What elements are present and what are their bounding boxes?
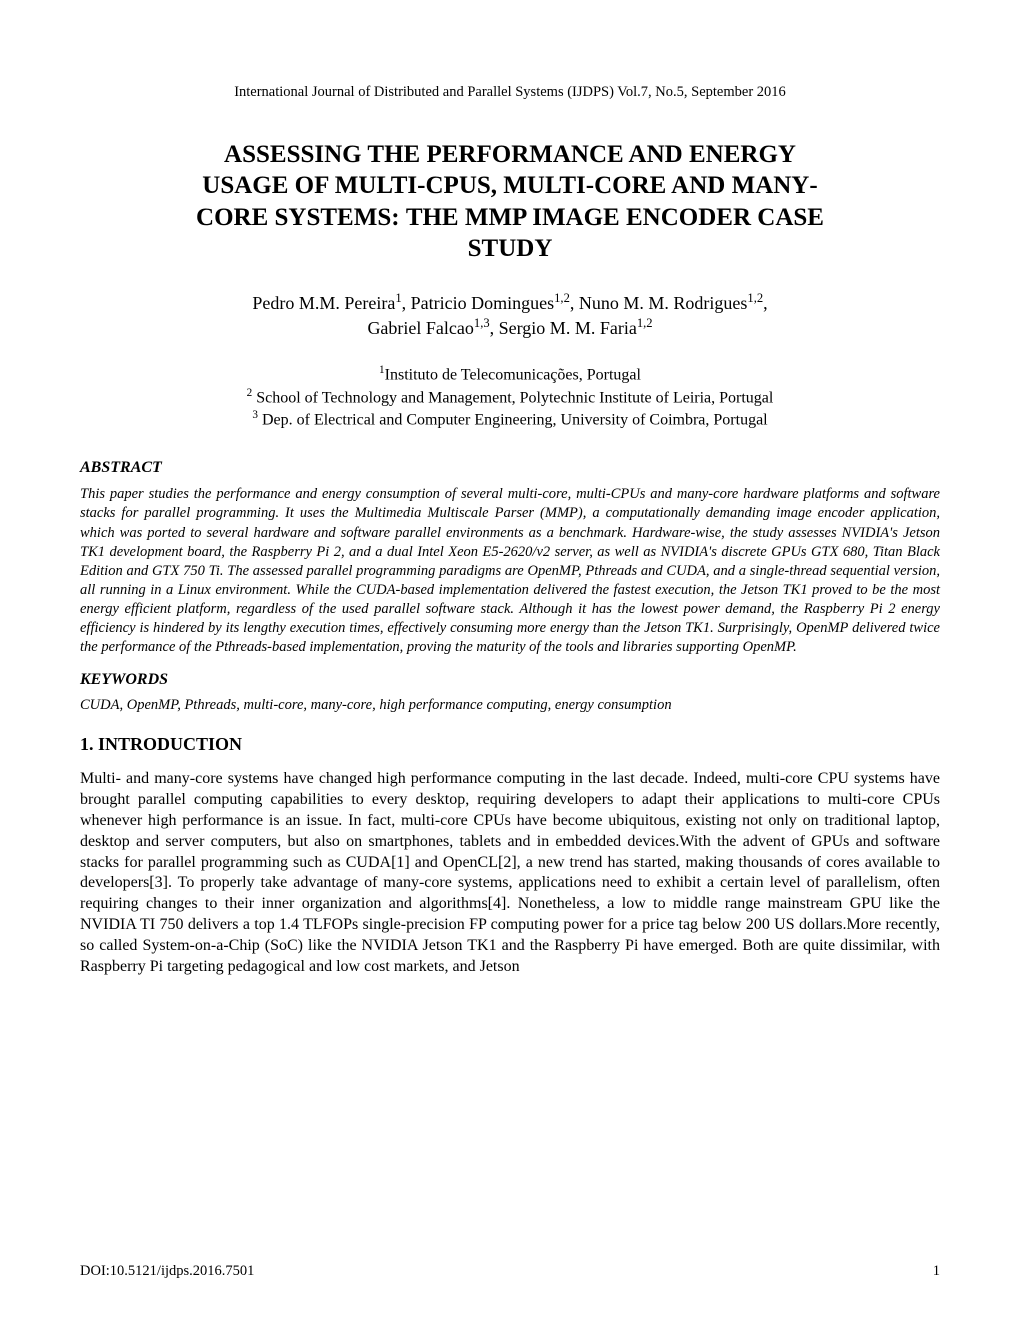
keywords-text: CUDA, OpenMP, Pthreads, multi-core, many… — [80, 697, 940, 714]
title-frag: SAGE OF — [220, 172, 334, 199]
title-frag: MMP I — [465, 204, 542, 231]
author-name: , Patricio Domingues — [402, 293, 554, 313]
authors: Pedro M.M. Pereira1, Patricio Domingues1… — [80, 290, 940, 341]
title-frag: - — [809, 172, 817, 199]
page-number: 1 — [933, 1263, 940, 1280]
doi: DOI:10.5121/ijdps.2016.7501 — [80, 1263, 254, 1280]
title-frag: NERGY — [706, 141, 796, 168]
title-frag: E — [689, 141, 706, 168]
page: International Journal of Distributed and… — [0, 0, 1020, 1320]
title-frag: SSESSING THE — [242, 141, 426, 168]
title-frag: S — [477, 172, 491, 199]
author-affil-ref: 1,2 — [637, 316, 653, 330]
title-frag: ULTI — [358, 172, 417, 199]
title-frag: , M — [491, 172, 527, 199]
author-affil-ref: 1,2 — [554, 291, 570, 305]
title-frag: S — [275, 204, 289, 231]
title-frag: C — [757, 204, 775, 231]
author-name: , Sergio M. M. Faria — [490, 318, 637, 338]
affiliation: Dep. of Electrical and Computer Engineer… — [258, 412, 768, 429]
title-frag: ULTI — [527, 172, 586, 199]
author-name: Pedro M.M. Pereira — [252, 293, 395, 313]
title-frag: M — [732, 172, 756, 199]
affiliations: 1Instituto de Telecomunicações, Portugal… — [80, 363, 940, 432]
introduction-body: Multi- and many-core systems have change… — [80, 769, 940, 977]
title-frag: ERFORMANCE AND — [442, 141, 689, 168]
author-name: Gabriel Falcao — [367, 318, 473, 338]
title-frag: U — [202, 172, 220, 199]
title-frag: -CPU — [417, 172, 477, 199]
section-heading-introduction: 1. INTRODUCTION — [80, 734, 940, 755]
author-affil-ref: 1,3 — [474, 316, 490, 330]
author-affil-ref: 1,2 — [747, 291, 763, 305]
title-frag: A — [224, 141, 242, 168]
title-frag: : — [391, 204, 406, 231]
title-frag: ANY — [755, 172, 809, 199]
heading-frag: EYWORDS — [91, 671, 168, 688]
title-frag: MAGE — [542, 204, 626, 231]
title-frag: NCODER — [643, 204, 758, 231]
title-frag: THE — [406, 204, 465, 231]
title-frag: YSTEMS — [288, 204, 391, 231]
paper-title: ASSESSING THE PERFORMANCE AND ENERGY USA… — [80, 139, 940, 264]
running-header: International Journal of Distributed and… — [80, 84, 940, 101]
heading-frag: K — [80, 671, 91, 688]
heading-frag: BSTRACT — [91, 459, 162, 476]
title-frag: CORE — [196, 204, 274, 231]
affiliation: School of Technology and Management, Pol… — [252, 389, 773, 406]
heading-frag: A — [80, 459, 91, 476]
heading-frag: I — [98, 734, 105, 754]
title-frag: P — [426, 141, 441, 168]
keywords-heading: KEYWORDS — [80, 671, 940, 689]
title-frag: ASE — [775, 204, 824, 231]
title-frag: - — [586, 172, 594, 199]
author-name: , Nuno M. M. Rodrigues — [570, 293, 748, 313]
author-sep: , — [763, 293, 768, 313]
heading-num: 1. — [80, 734, 98, 754]
title-frag: M — [335, 172, 359, 199]
title-frag: E — [626, 204, 643, 231]
affiliation: Instituto de Telecomunicações, Portugal — [385, 366, 641, 383]
heading-frag: NTRODUCTION — [105, 734, 242, 754]
abstract-text: This paper studies the performance and e… — [80, 485, 940, 657]
title-frag: CORE AND — [594, 172, 732, 199]
title-frag: TUDY — [482, 235, 553, 262]
title-frag: S — [468, 235, 482, 262]
abstract-heading: ABSTRACT — [80, 459, 940, 477]
